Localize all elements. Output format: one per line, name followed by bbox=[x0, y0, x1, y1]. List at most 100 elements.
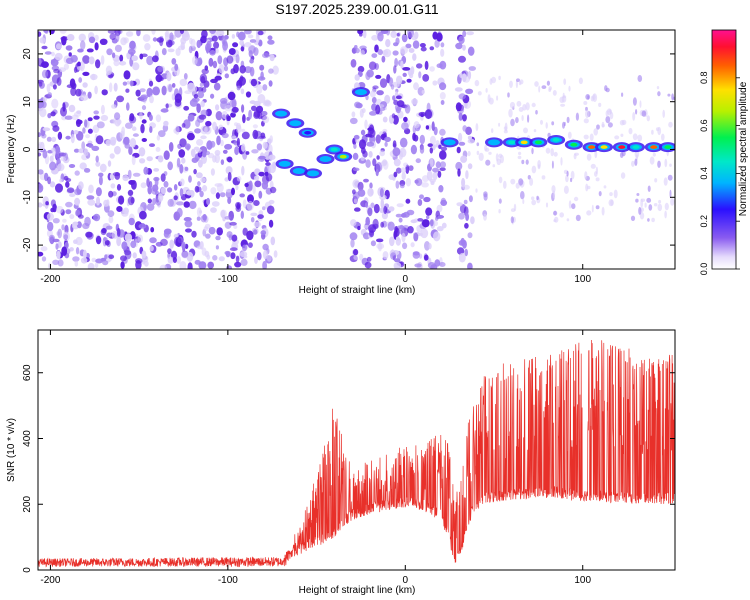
noise-speckle bbox=[459, 73, 463, 78]
noise-speckle bbox=[234, 122, 238, 127]
noise-speckle bbox=[171, 83, 176, 88]
noise-speckle bbox=[253, 229, 258, 235]
noise-speckle bbox=[670, 198, 675, 206]
noise-speckle bbox=[413, 232, 419, 242]
noise-speckle bbox=[257, 252, 262, 261]
noise-speckle bbox=[545, 202, 549, 208]
noise-speckle bbox=[219, 192, 226, 198]
noise-speckle bbox=[439, 167, 446, 171]
noise-speckle bbox=[164, 32, 170, 42]
noise-speckle bbox=[429, 219, 434, 227]
noise-speckle bbox=[403, 162, 408, 168]
noise-speckle bbox=[518, 107, 524, 112]
noise-speckle bbox=[570, 177, 573, 183]
noise-speckle bbox=[63, 234, 69, 240]
noise-speckle bbox=[257, 94, 266, 104]
noise-speckle bbox=[406, 78, 412, 83]
noise-speckle bbox=[586, 210, 592, 216]
noise-speckle bbox=[375, 169, 379, 177]
noise-speckle bbox=[264, 171, 269, 177]
noise-speckle bbox=[424, 60, 429, 70]
noise-speckle bbox=[382, 251, 389, 260]
noise-speckle bbox=[106, 232, 112, 238]
noise-speckle bbox=[664, 158, 668, 168]
noise-speckle bbox=[396, 75, 403, 85]
signal-blob-core bbox=[304, 130, 312, 135]
snr-xtick-label: 0 bbox=[403, 575, 409, 586]
noise-speckle bbox=[175, 201, 184, 206]
noise-speckle bbox=[662, 109, 665, 118]
noise-speckle bbox=[270, 236, 276, 246]
noise-speckle bbox=[439, 82, 447, 91]
noise-speckle bbox=[364, 202, 369, 208]
noise-speckle bbox=[109, 153, 115, 159]
noise-speckle bbox=[510, 208, 516, 213]
noise-speckle bbox=[107, 210, 115, 218]
noise-speckle bbox=[478, 152, 484, 161]
noise-speckle bbox=[353, 198, 358, 204]
noise-speckle bbox=[41, 61, 49, 68]
noise-speckle bbox=[458, 212, 465, 220]
noise-speckle bbox=[566, 170, 569, 177]
noise-speckle bbox=[152, 55, 159, 63]
noise-speckle bbox=[357, 65, 365, 73]
noise-speckle bbox=[200, 177, 206, 183]
noise-speckle bbox=[38, 143, 42, 153]
noise-speckle bbox=[80, 94, 89, 101]
noise-speckle bbox=[388, 206, 395, 212]
noise-speckle bbox=[222, 149, 228, 154]
noise-speckle bbox=[107, 30, 116, 34]
noise-speckle bbox=[46, 136, 52, 142]
signal-blob-core bbox=[321, 157, 329, 161]
noise-speckle bbox=[350, 219, 357, 227]
noise-speckle bbox=[51, 136, 57, 143]
snr-xtick-label: 100 bbox=[574, 575, 591, 586]
noise-speckle bbox=[141, 250, 147, 259]
noise-speckle bbox=[116, 184, 122, 191]
noise-speckle bbox=[503, 126, 508, 131]
noise-speckle bbox=[268, 68, 274, 74]
noise-speckle bbox=[255, 33, 260, 44]
noise-speckle bbox=[63, 175, 69, 181]
noise-speckle bbox=[146, 87, 153, 98]
noise-speckle bbox=[179, 78, 188, 87]
noise-speckle bbox=[152, 86, 161, 96]
noise-speckle bbox=[485, 88, 488, 93]
noise-speckle bbox=[412, 53, 417, 61]
noise-speckle bbox=[163, 181, 169, 188]
noise-speckle bbox=[359, 32, 363, 37]
noise-speckle bbox=[108, 215, 114, 224]
noise-speckle bbox=[148, 114, 153, 121]
noise-speckle bbox=[491, 128, 494, 134]
noise-speckle bbox=[41, 69, 49, 79]
noise-speckle bbox=[48, 234, 56, 243]
noise-speckle bbox=[525, 159, 529, 165]
noise-speckle bbox=[106, 48, 113, 56]
signal-blob-core bbox=[534, 140, 542, 145]
noise-speckle bbox=[573, 196, 579, 202]
signal-blob-core bbox=[277, 111, 285, 116]
noise-speckle bbox=[53, 68, 60, 74]
noise-speckle bbox=[413, 134, 419, 142]
noise-speckle bbox=[41, 256, 47, 262]
noise-speckle bbox=[663, 177, 668, 186]
noise-speckle bbox=[231, 234, 238, 242]
noise-speckle bbox=[52, 84, 57, 90]
noise-speckle bbox=[654, 178, 658, 183]
noise-speckle bbox=[109, 82, 113, 93]
noise-speckle bbox=[174, 30, 182, 38]
noise-speckle bbox=[159, 38, 164, 47]
noise-speckle bbox=[418, 71, 422, 79]
noise-speckle bbox=[584, 171, 588, 180]
noise-speckle bbox=[234, 261, 242, 268]
noise-speckle bbox=[240, 88, 245, 95]
snr-xtick-label: -200 bbox=[40, 575, 60, 586]
noise-speckle bbox=[380, 160, 387, 167]
colorbar bbox=[711, 29, 737, 270]
noise-speckle bbox=[80, 257, 88, 264]
noise-speckle bbox=[365, 159, 371, 168]
noise-speckle bbox=[421, 219, 430, 228]
noise-speckle bbox=[235, 184, 239, 191]
noise-speckle bbox=[362, 30, 367, 39]
noise-speckle bbox=[116, 95, 125, 103]
